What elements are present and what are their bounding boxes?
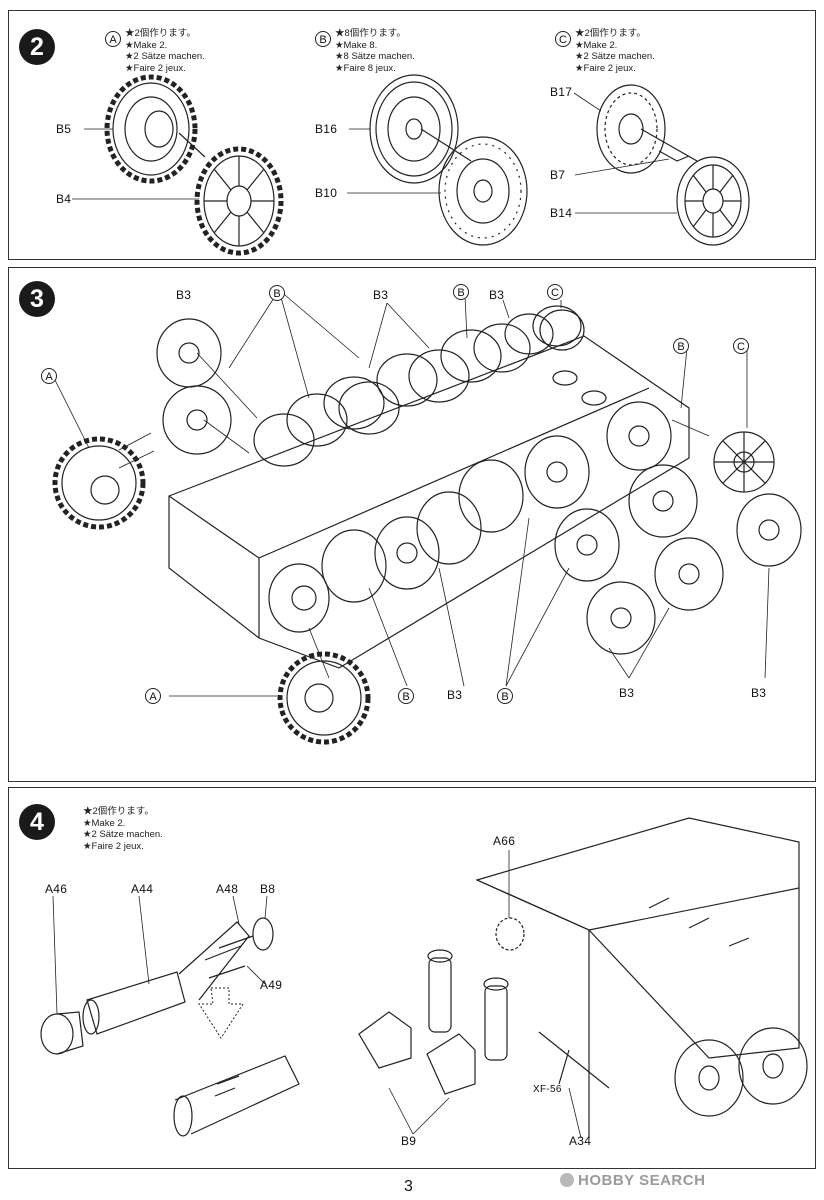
- watermark: HOBBY SEARCH: [560, 1172, 705, 1189]
- note-line: ★8 Sätze machen.: [335, 51, 415, 62]
- note-line: ★Make 8.: [335, 39, 378, 51]
- front-row-roadwheels: [157, 319, 801, 654]
- note-line: ★Faire 8 jeux.: [335, 62, 396, 74]
- step-2-illustration: [9, 11, 817, 261]
- towing-hook: [539, 1032, 609, 1088]
- roadwheel-b16: [370, 75, 458, 183]
- part-label-b3: B3: [176, 288, 192, 302]
- circle-label-b: B: [315, 31, 331, 47]
- note-line: ★2個作ります。: [83, 806, 154, 817]
- step-4-note: ★2個作ります。 ★Make 2. ★2 Sätze machen. ★Fair…: [83, 806, 163, 852]
- note-line: ★Faire 2 jeux.: [575, 62, 636, 74]
- note-line: ★Make 2.: [83, 817, 126, 829]
- back-row-roadwheels: [254, 306, 581, 466]
- circle-label-a: A: [41, 368, 57, 384]
- note-line: ★2個作ります。: [125, 28, 196, 39]
- part-label-b3: B3: [751, 686, 767, 700]
- part-label-a44: A44: [131, 882, 154, 896]
- part-label-a34: A34: [569, 1134, 592, 1148]
- note-line: ★2 Sätze machen.: [83, 829, 163, 840]
- note-line: ★Make 2.: [575, 39, 618, 51]
- part-label-a66: A66: [493, 834, 516, 848]
- part-a66: [496, 918, 524, 950]
- part-label-b8: B8: [260, 882, 276, 896]
- watermark-logo-icon: [560, 1173, 574, 1188]
- note-line: ★8個作ります。: [335, 28, 406, 39]
- sprocket-b5: [107, 77, 195, 181]
- note-line: ★Make 2.: [125, 39, 168, 51]
- part-label-b16: B16: [315, 122, 338, 136]
- hull-body: [169, 336, 689, 668]
- circle-label-c: C: [547, 284, 563, 300]
- step-4-panel: 4 ★2個作ります。 ★Make 2. ★2 Sätze machen. ★Fa…: [8, 787, 816, 1169]
- damper-brackets: [359, 950, 508, 1094]
- step-4-number: 4: [19, 804, 55, 840]
- sprocket-b4: [197, 149, 281, 253]
- sprocket-wheels: [55, 439, 368, 742]
- watermark-text: HOBBY SEARCH: [578, 1172, 706, 1189]
- circle-label-b: B: [269, 285, 285, 301]
- note-line: ★Faire 2 jeux.: [125, 62, 186, 74]
- circle-label-a: A: [145, 688, 161, 704]
- part-label-b7: B7: [550, 168, 566, 182]
- step-2-panel: 2: [8, 10, 816, 260]
- step-2-note-a: ★2個作ります。 ★Make 2. ★2 Sätze machen. ★Fair…: [125, 28, 205, 74]
- circle-label-b: B: [497, 688, 513, 704]
- step-3-panel: 3: [8, 267, 816, 782]
- circle-label-b: B: [453, 284, 469, 300]
- step-3-number: 3: [19, 281, 55, 317]
- part-label-b5: B5: [56, 122, 72, 136]
- idler-wheels: [540, 310, 774, 492]
- roadwheel-b10: [439, 137, 527, 245]
- idler-b14: [677, 157, 749, 245]
- part-label-b3: B3: [489, 288, 505, 302]
- hull-roadwheels: [675, 1028, 807, 1116]
- circle-label-a: A: [105, 31, 121, 47]
- part-label-xf56: XF-56: [533, 1084, 562, 1095]
- note-line: ★2 Sätze machen.: [575, 51, 655, 62]
- step-2-note-b: ★8個作ります。 ★Make 8. ★8 Sätze machen. ★Fair…: [335, 28, 415, 74]
- part-label-b3: B3: [619, 686, 635, 700]
- note-line: ★Faire 2 jeux.: [83, 840, 144, 852]
- part-label-a46: A46: [45, 882, 68, 896]
- step-4-illustration: [9, 788, 817, 1170]
- part-label-b9: B9: [401, 1134, 417, 1148]
- step-3-illustration: [9, 268, 817, 783]
- part-label-b14: B14: [550, 206, 573, 220]
- assembled-shock: [174, 1056, 299, 1136]
- part-label-a49: A49: [260, 978, 283, 992]
- shock-absorber-parts: [41, 918, 273, 1054]
- circle-label-b: B: [398, 688, 414, 704]
- part-label-b3: B3: [447, 688, 463, 702]
- part-label-b17: B17: [550, 85, 573, 99]
- part-label-b10: B10: [315, 186, 338, 200]
- part-label-b3: B3: [373, 288, 389, 302]
- circle-label-c: C: [733, 338, 749, 354]
- circle-label-b: B: [673, 338, 689, 354]
- idler-b17: [597, 85, 665, 173]
- note-line: ★2 Sätze machen.: [125, 51, 205, 62]
- circle-label-c: C: [555, 31, 571, 47]
- step-2-number: 2: [19, 29, 55, 65]
- part-label-b4: B4: [56, 192, 72, 206]
- note-line: ★2個作ります。: [575, 28, 646, 39]
- page-number: 3: [404, 1178, 413, 1195]
- hull-rear: [477, 818, 799, 1138]
- down-arrow: [199, 988, 243, 1038]
- part-label-a48: A48: [216, 882, 239, 896]
- step-2-note-c: ★2個作ります。 ★Make 2. ★2 Sätze machen. ★Fair…: [575, 28, 655, 74]
